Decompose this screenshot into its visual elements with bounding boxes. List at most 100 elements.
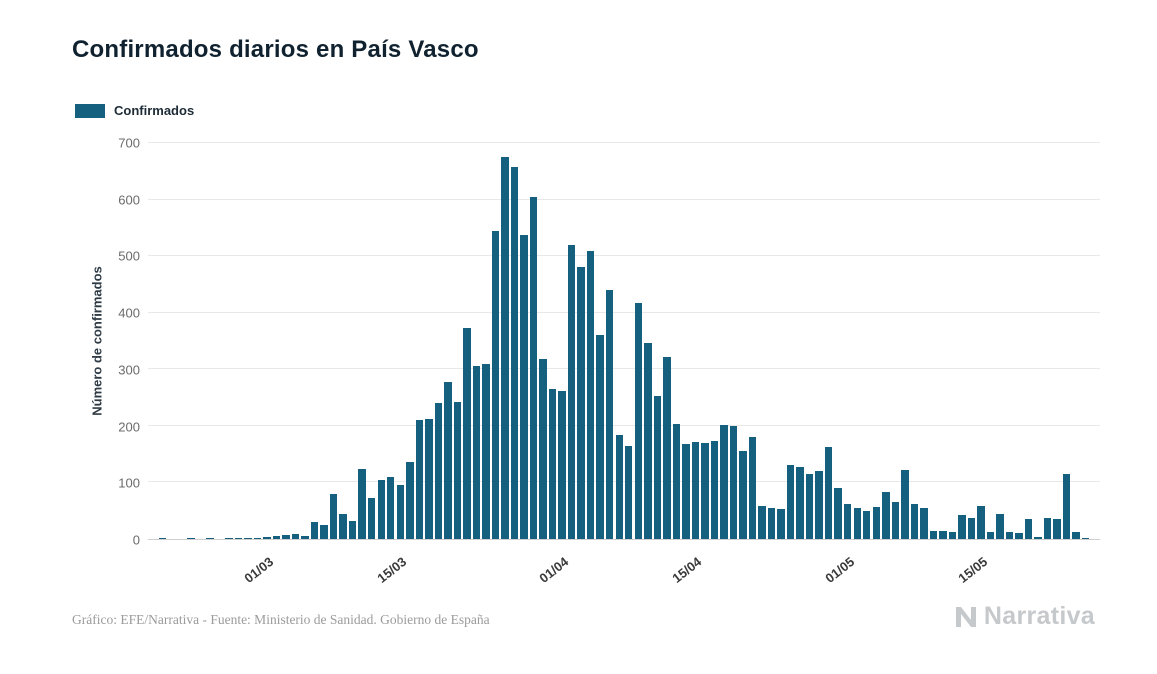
y-tick-label: 700 (118, 135, 140, 151)
x-tick-label: 01/05 (822, 554, 857, 586)
bar (615, 435, 623, 539)
bar (339, 513, 347, 539)
bar (387, 476, 395, 539)
bar (748, 437, 757, 539)
bar (510, 167, 519, 539)
bar (520, 234, 528, 539)
bar (739, 451, 747, 539)
bar (977, 506, 985, 539)
bar (1072, 532, 1080, 539)
bar (872, 506, 880, 539)
gridline (148, 481, 1100, 483)
bar (901, 469, 909, 539)
bar (272, 535, 281, 539)
bar (234, 538, 243, 539)
bar (453, 402, 462, 539)
bar (653, 396, 662, 539)
gridline (148, 198, 1100, 200)
bar (939, 530, 947, 539)
bar (834, 488, 842, 539)
bar (463, 328, 471, 539)
bar (348, 521, 357, 539)
bar (415, 420, 424, 539)
bar (187, 538, 195, 539)
y-axis-title: Número de confirmados (89, 266, 105, 416)
bar (929, 530, 938, 539)
bar (329, 494, 338, 539)
gridline (148, 255, 1100, 257)
bar (586, 250, 595, 539)
bar (805, 473, 814, 539)
bar (796, 466, 804, 539)
bar (910, 503, 919, 539)
gridline (148, 368, 1100, 370)
bar (663, 356, 671, 539)
y-axis: 0 100 200 300 400 500 600 700 (108, 136, 140, 548)
bar (301, 535, 309, 539)
narrativa-wordmark: Narrativa (983, 602, 1095, 630)
gridline (148, 142, 1100, 143)
source-credit: Gráfico: EFE/Narrativa - Fuente: Ministe… (72, 612, 490, 627)
bar (967, 517, 976, 539)
bar (824, 447, 833, 539)
bar (158, 538, 166, 539)
bar (1062, 473, 1071, 539)
bar (263, 536, 271, 539)
bar (291, 534, 300, 539)
bar (425, 419, 433, 539)
bar (986, 532, 995, 539)
bar (682, 443, 690, 539)
bar (777, 509, 785, 539)
bar (710, 441, 719, 539)
bar (758, 506, 766, 539)
bar (320, 524, 328, 539)
gridline (148, 311, 1100, 313)
y-tick-label: 600 (118, 192, 140, 208)
y-tick-label: 500 (118, 248, 140, 264)
bar (729, 425, 738, 539)
bar (558, 390, 566, 539)
bar (958, 515, 966, 539)
bar (396, 484, 404, 539)
x-tick-label: 15/03 (374, 554, 410, 586)
legend: Confirmados (75, 103, 194, 118)
bar (786, 465, 795, 539)
bar (815, 471, 823, 539)
chart-title: Confirmados diarios en País Vasco (72, 36, 479, 63)
bar (1015, 533, 1023, 539)
bar (672, 424, 681, 539)
bar (482, 363, 490, 539)
y-tick-label: 400 (118, 305, 140, 321)
bar (606, 290, 614, 539)
bar (358, 469, 366, 539)
gridline (148, 424, 1100, 426)
y-tick-label: 0 (132, 532, 140, 548)
bar (225, 538, 233, 539)
bar (529, 196, 538, 539)
bar (863, 510, 871, 539)
x-tick-label: 15/05 (955, 554, 991, 586)
x-axis: 01/03 15/03 01/04 15/04 01/05 15/05 (148, 546, 1100, 594)
bar (767, 507, 776, 539)
y-tick-label: 200 (118, 419, 140, 435)
bar (1034, 536, 1042, 539)
bar (310, 522, 319, 539)
bar (948, 531, 957, 539)
bar (253, 537, 262, 539)
bar (1043, 517, 1052, 539)
legend-label: Confirmados (114, 103, 195, 118)
bar (539, 359, 547, 539)
bar (501, 157, 509, 539)
bar (891, 502, 900, 539)
bar (567, 245, 576, 539)
bar (691, 441, 700, 539)
bar (720, 424, 728, 539)
bar (406, 461, 414, 539)
bar (377, 479, 385, 539)
bar (701, 442, 709, 539)
narrativa-icon (953, 604, 979, 630)
bar (206, 538, 214, 539)
bar (844, 503, 852, 539)
bar (434, 403, 443, 539)
